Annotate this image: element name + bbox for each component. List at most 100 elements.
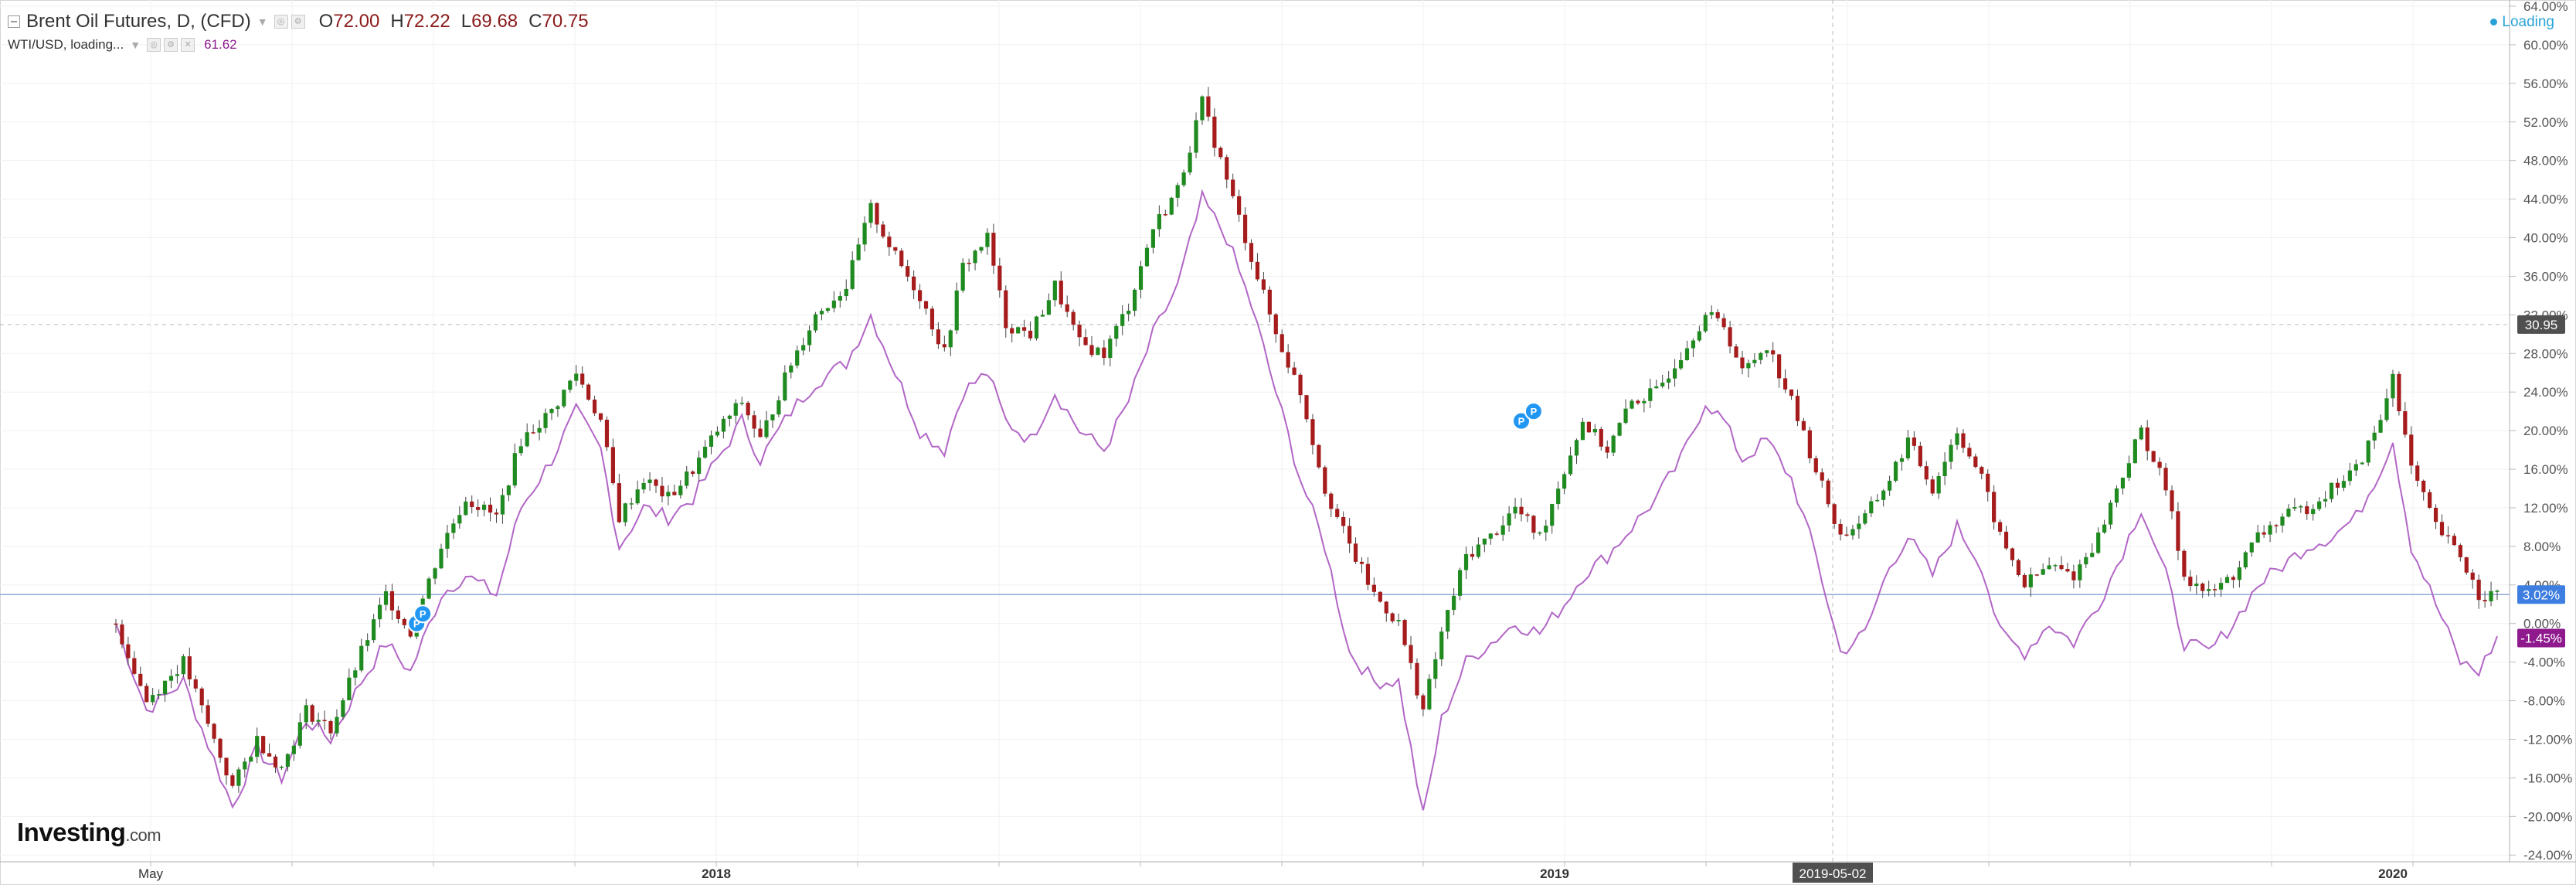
candle-body [1992, 492, 1997, 522]
candle-body [2071, 571, 2076, 580]
candle-body [954, 290, 959, 331]
candle-body [1188, 152, 1192, 173]
candle-body [1684, 348, 1690, 360]
candle-body [2299, 505, 2303, 508]
candle-body [1832, 504, 1837, 524]
crosshair-x-badge-bg [1793, 863, 1873, 883]
y-tick-label: -20.00% [2523, 809, 2572, 824]
compare-series-legend[interactable]: WTI/USD, loading... ▼ ◎ ⚙ ✕ 61.62 [8, 37, 237, 53]
candle-body [1801, 420, 1806, 431]
brent-last-badge: 3.02% [2523, 587, 2560, 602]
candle-body [789, 365, 794, 373]
candle-body [2096, 532, 2101, 553]
candle-body [181, 656, 185, 675]
candle-body [2133, 439, 2137, 464]
candle-body [1562, 474, 1567, 489]
candle-body [2047, 565, 2051, 570]
candle-body [353, 670, 358, 678]
candle-body [2305, 505, 2309, 515]
candle-body [1421, 695, 1426, 710]
candle-body [1163, 214, 1167, 216]
candle-body [2311, 509, 2316, 515]
compare-series-value: 61.62 [204, 37, 237, 52]
candle-body [2439, 522, 2445, 536]
candle-body [2114, 488, 2119, 503]
settings-icon[interactable]: ⚙ [291, 15, 305, 29]
candle-body [236, 769, 241, 786]
candle-body [1936, 476, 1941, 494]
candle-body [1844, 534, 1849, 536]
candle-body [1482, 538, 1487, 545]
candle-body [1317, 444, 1321, 468]
candle-body [488, 504, 493, 513]
candle-body [825, 308, 831, 311]
candle-body [831, 300, 836, 308]
candle-body [2329, 482, 2334, 499]
candle-body [525, 432, 529, 447]
candle-body [586, 384, 591, 400]
candle-body [144, 686, 149, 703]
candle-body [1476, 544, 1481, 557]
hide-series-icon[interactable]: ◎ [274, 15, 288, 29]
collapse-legend-icon[interactable] [8, 15, 20, 28]
candle-body [2464, 557, 2469, 573]
settings-icon[interactable]: ⚙ [164, 38, 178, 52]
candle-body [1010, 328, 1014, 334]
crosshair-x-badge: 2019-05-02 [1799, 866, 1867, 881]
y-tick-label: -16.00% [2523, 771, 2572, 785]
candle-body [1267, 289, 1272, 315]
chevron-down-icon[interactable]: ▼ [257, 15, 268, 28]
event-marker[interactable]: P [413, 604, 433, 624]
y-tick-label: -24.00% [2523, 848, 2572, 863]
candle-body [635, 489, 640, 504]
candle-body [1912, 437, 1916, 446]
candle-body [923, 301, 929, 309]
close-icon[interactable]: ✕ [181, 38, 195, 52]
event-marker[interactable]: P [1524, 402, 1543, 421]
candle-body [2078, 564, 2082, 580]
candle-body [1813, 458, 1818, 473]
candle-body [623, 503, 627, 522]
main-series-legend[interactable]: Brent Oil Futures, D, (CFD) ▼ ◎ ⚙ O 72.00… [8, 11, 589, 32]
candle-body [929, 308, 935, 330]
candle-body [1986, 473, 1990, 492]
candle-body [1930, 479, 1935, 494]
candle-body [1642, 400, 1647, 403]
candle-body [377, 604, 382, 620]
candle-body [2224, 577, 2230, 584]
candle-body [481, 504, 487, 510]
crosshair-y-badge-bg [2517, 315, 2565, 334]
candle-body [758, 428, 763, 437]
event-marker[interactable]: P [1512, 411, 1531, 431]
candle-body [2041, 569, 2045, 575]
candle-body [1519, 506, 1524, 515]
candle-body [341, 700, 345, 717]
candle-body [396, 610, 400, 619]
chevron-down-icon[interactable]: ▼ [130, 39, 141, 51]
candle-body [2016, 560, 2021, 575]
candle-body [1071, 311, 1076, 325]
candle-body [1980, 467, 1984, 474]
main-series-title: Brent Oil Futures, D, (CFD) [26, 11, 251, 32]
candle-body [1525, 514, 1530, 516]
candle-body [249, 757, 253, 762]
candle-body [1446, 610, 1450, 632]
candle-body [685, 471, 689, 486]
candle-body [543, 413, 548, 428]
candle-body [1175, 185, 1180, 198]
x-tick-label: 2020 [2378, 866, 2408, 881]
candle-body [365, 640, 370, 646]
candle-body [439, 548, 443, 569]
candle-body [2157, 461, 2162, 468]
candle-body [2470, 572, 2475, 580]
candle-body [1390, 613, 1395, 621]
candle-body [1507, 513, 1511, 526]
candle-body [1384, 601, 1388, 614]
hide-series-icon[interactable]: ◎ [147, 38, 161, 52]
candle-body [1678, 359, 1684, 369]
candle-body [2458, 545, 2462, 558]
investing-logo: Investing.com [17, 818, 161, 847]
candle-body [389, 591, 395, 611]
